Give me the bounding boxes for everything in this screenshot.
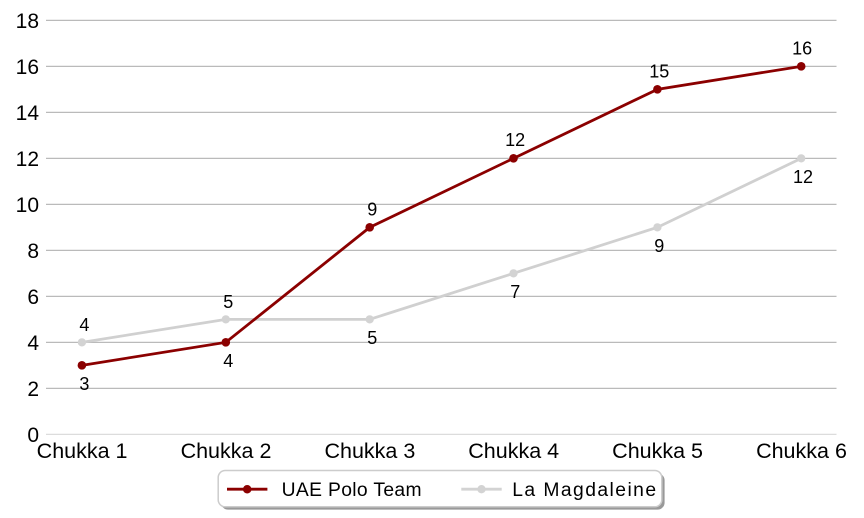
svg-text:12: 12	[505, 130, 525, 150]
svg-text:16: 16	[16, 56, 39, 79]
svg-text:Chukka 1: Chukka 1	[37, 439, 128, 463]
svg-text:14: 14	[16, 102, 40, 125]
svg-text:9: 9	[654, 236, 664, 256]
svg-text:2: 2	[27, 378, 39, 401]
svg-text:Chukka 2: Chukka 2	[181, 439, 272, 463]
svg-text:Chukka 3: Chukka 3	[324, 439, 415, 463]
svg-text:12: 12	[16, 148, 39, 171]
svg-text:Chukka 4: Chukka 4	[468, 439, 559, 463]
svg-text:7: 7	[510, 282, 520, 302]
svg-text:8: 8	[27, 240, 39, 263]
svg-text:La Magdaleine: La Magdaleine	[512, 480, 657, 501]
svg-text:6: 6	[27, 286, 39, 309]
svg-text:4: 4	[79, 315, 89, 335]
svg-text:5: 5	[367, 328, 377, 348]
svg-text:4: 4	[223, 351, 233, 371]
svg-text:Chukka 5: Chukka 5	[612, 439, 703, 463]
svg-text:18: 18	[16, 10, 39, 33]
svg-text:15: 15	[649, 61, 669, 81]
svg-text:10: 10	[16, 194, 39, 217]
svg-text:3: 3	[79, 374, 89, 394]
svg-text:5: 5	[223, 292, 233, 312]
svg-text:0: 0	[27, 424, 39, 447]
svg-text:Chukka 6: Chukka 6	[756, 439, 847, 463]
svg-text:12: 12	[793, 167, 813, 187]
svg-text:UAE Polo Team: UAE Polo Team	[282, 480, 422, 501]
svg-text:4: 4	[27, 332, 39, 355]
svg-text:16: 16	[792, 38, 812, 58]
svg-text:9: 9	[367, 199, 377, 219]
